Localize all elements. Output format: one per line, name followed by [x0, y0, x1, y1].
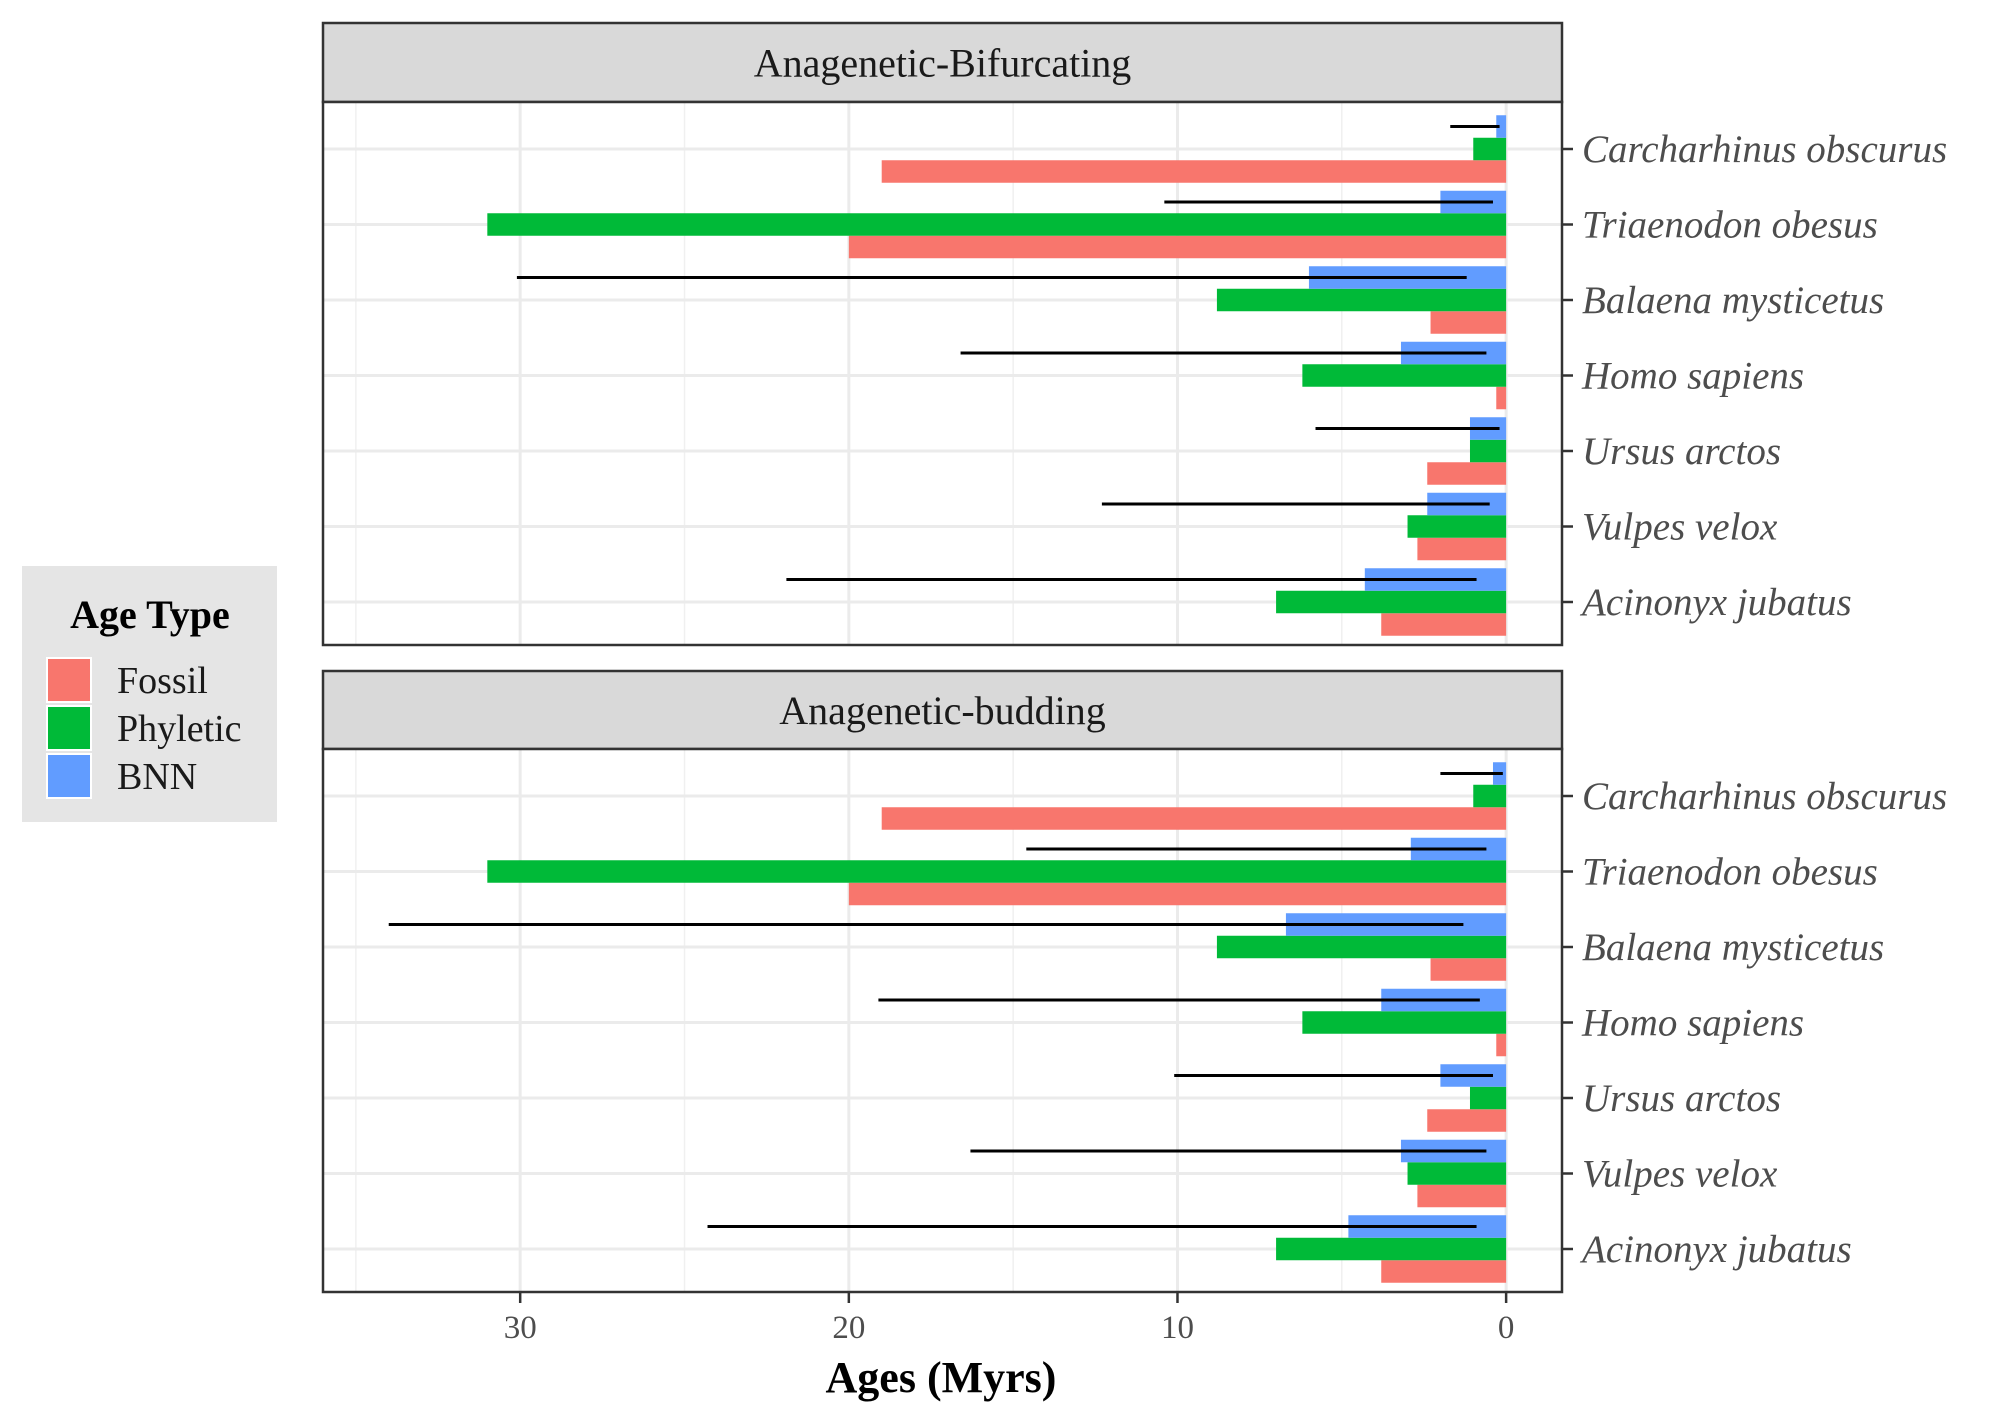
bar-fossil	[1430, 958, 1507, 981]
bar-fossil	[1417, 1184, 1507, 1208]
legend-label-bnn: BNN	[117, 756, 197, 798]
bar-phyletic	[1216, 288, 1507, 312]
category-label: Vulpes velox	[1582, 506, 1778, 549]
legend: Age Type Fossil Phyletic BNN	[22, 566, 277, 822]
category-label: Vulpes velox	[1582, 1153, 1778, 1196]
category-label: Carcharhinus obscurus	[1582, 128, 1947, 171]
facet-strip-title: Anagenetic-budding	[779, 688, 1106, 733]
bar-phyletic	[1302, 1011, 1507, 1034]
legend-title: Age Type	[70, 592, 230, 637]
bar-phyletic	[1407, 1162, 1507, 1185]
category-label: Balaena mysticetus	[1582, 926, 1884, 969]
bar-phyletic	[1469, 1086, 1507, 1110]
bar-fossil	[1430, 311, 1507, 334]
x-tick-label: 30	[504, 1310, 537, 1346]
panel-border	[321, 747, 1564, 1294]
bar-phyletic	[487, 213, 1507, 236]
bar-fossil	[1496, 1033, 1507, 1057]
legend-label-phyletic: Phyletic	[117, 708, 242, 750]
bar-phyletic	[1216, 935, 1507, 959]
bar-fossil	[1381, 613, 1507, 636]
bar-fossil	[881, 807, 1507, 830]
bar-fossil	[1427, 462, 1507, 485]
x-tick-label: 20	[832, 1310, 865, 1346]
bar-fossil	[1427, 1109, 1507, 1132]
bar-fossil	[1381, 1260, 1507, 1283]
x-tick-label: 10	[1161, 1310, 1194, 1346]
category-label: Homo sapiens	[1581, 1002, 1804, 1045]
bar-fossil	[848, 235, 1507, 259]
category-label: Triaenodon obesus	[1582, 204, 1878, 247]
bar-phyletic	[1473, 137, 1507, 161]
legend-key-bnn	[46, 753, 92, 799]
category-label: Triaenodon obesus	[1582, 851, 1878, 894]
x-axis: 30 20 10 0	[504, 1292, 1515, 1346]
legend-label-fossil: Fossil	[117, 660, 208, 702]
category-label: Ursus arctos	[1582, 430, 1781, 473]
bar-phyletic	[1473, 784, 1507, 808]
category-label: Homo sapiens	[1581, 355, 1804, 398]
panel-border	[321, 100, 1564, 647]
bar-bnn	[1496, 115, 1507, 138]
facet-panels: Anagenetic-Bifurcating Carcharhinus obscu…	[321, 21, 1947, 1294]
x-tick-label: 0	[1498, 1310, 1515, 1346]
category-label: Balaena mysticetus	[1582, 279, 1884, 322]
panel-1: Anagenetic-Bifurcating Carcharhinus obscu…	[321, 21, 1947, 647]
bar-fossil	[848, 882, 1507, 906]
category-label: Carcharhinus obscurus	[1582, 775, 1947, 818]
panel-2: Anagenetic-budding Carcharhinus obscurus T…	[321, 669, 1947, 1294]
bar-phyletic	[1407, 515, 1507, 538]
x-axis-title: Ages (Myrs)	[826, 1353, 1057, 1402]
category-label: Ursus arctos	[1582, 1077, 1781, 1120]
bar-fossil	[1496, 386, 1507, 410]
bar-phyletic	[1302, 364, 1507, 387]
legend-items: Fossil Phyletic BNN	[46, 657, 242, 799]
facet-strip-title: Anagenetic-Bifurcating	[754, 41, 1132, 86]
bar-fossil	[1417, 537, 1507, 561]
bar-phyletic	[1469, 439, 1507, 463]
facet-strip	[321, 669, 1564, 751]
bar-fossil	[881, 160, 1507, 183]
bar-phyletic	[1276, 1237, 1507, 1261]
bar-phyletic	[1276, 590, 1507, 614]
facet-strip	[321, 21, 1564, 104]
bar-phyletic	[487, 860, 1507, 883]
category-label: Acinonyx jubatus	[1579, 581, 1852, 624]
category-label: Acinonyx jubatus	[1579, 1228, 1852, 1271]
legend-key-phyletic	[46, 705, 92, 751]
legend-key-fossil	[46, 657, 92, 703]
